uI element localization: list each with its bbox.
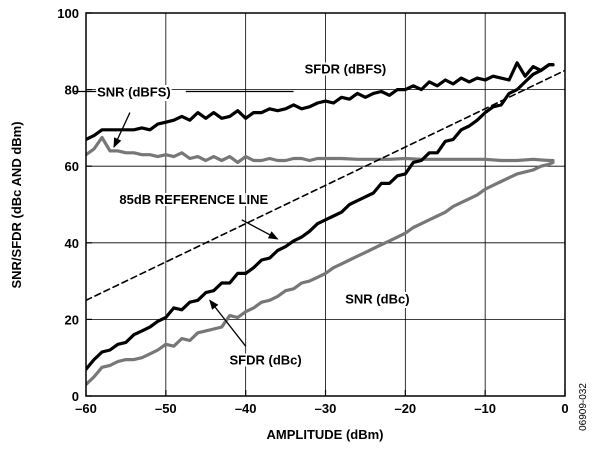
x-tick-label: –60 — [75, 401, 97, 416]
x-tick-label: –30 — [315, 401, 337, 416]
annotation-snr-dbc: SNR (dBc) — [345, 291, 409, 306]
x-tick-label: –10 — [474, 401, 496, 416]
series-line-snr-dbfs — [86, 135, 555, 164]
x-tick-label: –20 — [394, 401, 416, 416]
y-axis-title: SNR/SFDR (dBc AND dBm) — [9, 121, 24, 288]
series-line-snr-dbc — [86, 160, 555, 387]
annotations: SFDR (dBFS) SNR (dBFS) 85dB REFERENCE LINE… — [74, 60, 412, 370]
annotation-sfdr-dbc: SFDR (dBc) — [230, 353, 302, 368]
figure-id: 06909-032 — [578, 383, 589, 431]
x-tick-label: –40 — [235, 401, 257, 416]
y-tick-label: 60 — [65, 159, 79, 174]
y-tick-label: 0 — [72, 389, 79, 404]
series-line-sfdr-dbc — [86, 63, 555, 371]
y-tick-label: 100 — [57, 6, 79, 21]
axis-ticks: –60 –50 –40 –30 –20 –10 0 0 20 40 60 80 100 — [57, 6, 568, 416]
series-line-85db-reference-line — [86, 69, 565, 302]
annotation-arrow — [209, 299, 247, 347]
x-tick-label: 0 — [561, 401, 568, 416]
annotation-arrow — [113, 112, 131, 148]
annotation-sfdr-dbfs: SFDR (dBFS) — [305, 62, 387, 77]
annotation-arrow — [241, 219, 279, 240]
y-tick-label: 40 — [65, 236, 79, 251]
series-line-sfdr-dbfs — [86, 61, 555, 141]
annotation-85db-reference-line: 85dB REFERENCE LINE — [119, 192, 268, 207]
annotation-snr-dbfs: SNR (dBFS) — [97, 85, 171, 100]
grid — [86, 13, 565, 396]
x-tick-label: –50 — [155, 401, 177, 416]
series-group — [86, 61, 565, 387]
x-axis-title: AMPLITUDE (dBm) — [267, 427, 384, 442]
y-tick-label: 20 — [65, 312, 79, 327]
y-tick-label: 80 — [65, 83, 79, 98]
